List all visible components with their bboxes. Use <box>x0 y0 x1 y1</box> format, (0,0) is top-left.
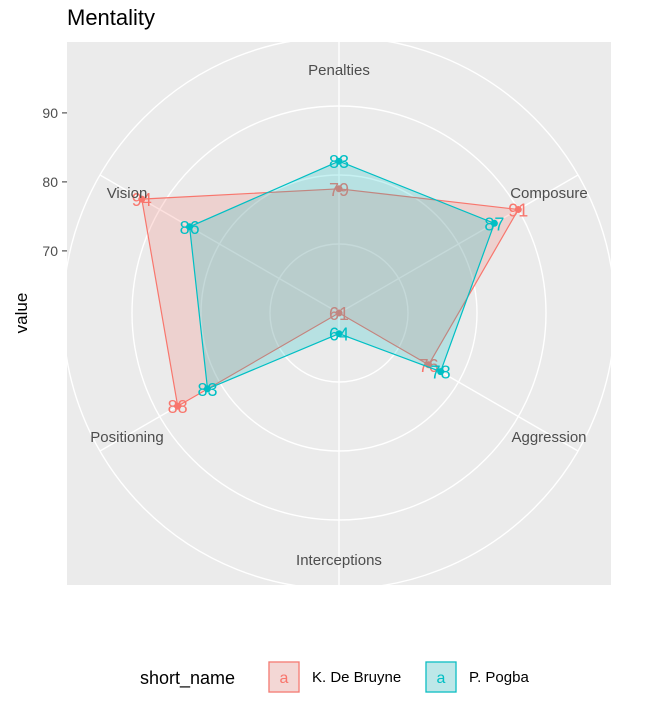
legend-label: K. De Bruyne <box>312 669 401 686</box>
legend-key-swatch <box>425 661 457 693</box>
data-label: 86 <box>180 218 200 238</box>
data-label: 76 <box>419 356 439 376</box>
chart-title: Mentality <box>67 5 155 30</box>
data-point <box>335 185 343 193</box>
data-point <box>204 385 211 393</box>
grid-spoke <box>338 174 579 314</box>
data-label: 79 <box>329 180 349 200</box>
category-label: Vision <box>107 185 148 202</box>
data-point <box>138 195 146 203</box>
legend-key-glyph: a <box>437 670 446 687</box>
category-label: Aggression <box>511 429 586 446</box>
legend-key-bg <box>268 661 300 693</box>
data-label: 87 <box>484 214 504 234</box>
category-labels: Penalties Composure Aggression Interception… <box>90 62 587 569</box>
legend-title: short_name <box>140 668 235 689</box>
category-label: Penalties <box>308 62 370 79</box>
data-label: 83 <box>329 152 349 172</box>
data-point <box>335 330 343 338</box>
data-point <box>514 206 522 213</box>
y-axis: 70 80 90 <box>42 105 67 259</box>
category-label: Composure <box>510 185 588 202</box>
legend: short_name a K. De Bruyne a P. Pogba <box>140 661 529 693</box>
y-tick-label: 80 <box>42 174 58 190</box>
series-0: 79 91 76 61 88 94 <box>132 180 529 417</box>
data-point <box>186 223 194 231</box>
legend-key-bg <box>425 661 457 693</box>
data-label: 78 <box>431 363 451 383</box>
data-label: 88 <box>168 397 188 417</box>
legend-item: a P. Pogba <box>425 661 529 693</box>
data-label: 64 <box>329 325 349 345</box>
legend-item: a K. De Bruyne <box>268 661 401 693</box>
y-axis-label: value <box>12 293 31 334</box>
category-label: Positioning <box>90 429 163 446</box>
legend-key-swatch <box>268 661 300 693</box>
data-point <box>174 402 182 410</box>
series-1: 83 87 78 64 83 86 <box>180 152 505 400</box>
y-tick-label: 70 <box>42 243 58 259</box>
data-point <box>437 368 445 376</box>
series-layer: 79 91 76 61 88 94 83 87 78 64 83 86 <box>132 152 529 417</box>
data-label: 91 <box>508 201 528 221</box>
data-point <box>335 309 343 317</box>
data-point <box>490 219 498 227</box>
legend-key-glyph: a <box>280 670 289 687</box>
data-label: 83 <box>197 380 217 400</box>
data-point <box>335 157 343 165</box>
y-tick-label: 90 <box>42 105 58 121</box>
category-label: Interceptions <box>296 552 382 569</box>
data-label: 61 <box>329 304 349 324</box>
data-label: 94 <box>132 190 152 210</box>
legend-label: P. Pogba <box>469 669 529 686</box>
